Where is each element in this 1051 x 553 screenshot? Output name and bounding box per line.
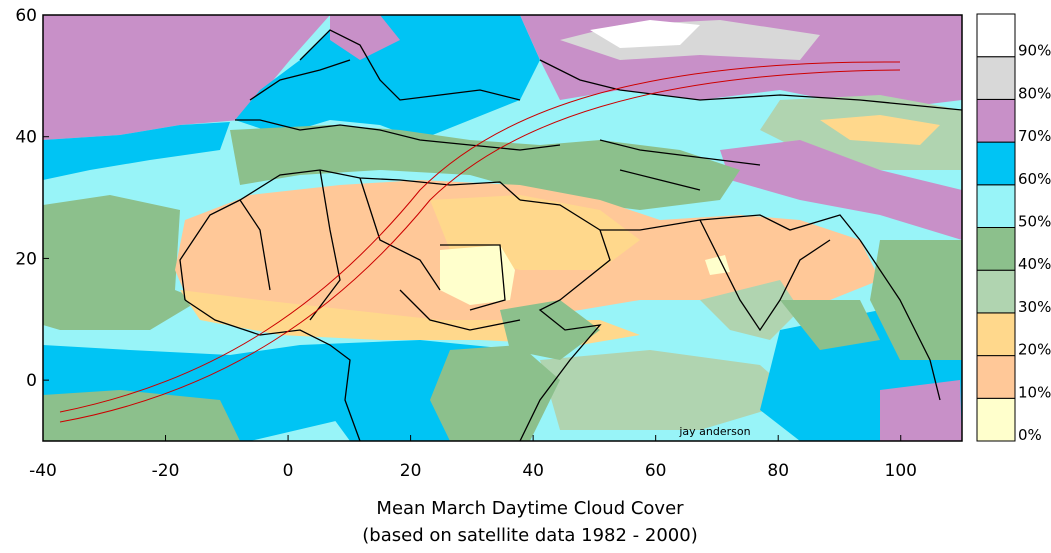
indonesia-clouds [880, 380, 962, 441]
india-clear-sky [705, 255, 730, 275]
x-tick-label: 80 [767, 461, 789, 481]
x-tick-label: 20 [400, 461, 422, 481]
legend-swatch [976, 184, 1016, 229]
mediterranean-green [230, 125, 740, 210]
legend-swatch [976, 98, 1016, 143]
legend-label: 90% [1018, 42, 1051, 60]
y-tick-label: 40 [15, 128, 37, 148]
legend-swatch [976, 312, 1016, 357]
legend-swatch [976, 56, 1016, 100]
central-asia-yellow [820, 115, 940, 145]
eclipse-path-south-limit [59, 69, 901, 423]
horn-of-africa-green [500, 300, 600, 360]
siberia-white [590, 20, 700, 48]
country-borders [179, 29, 962, 441]
legend-swatch [976, 13, 1016, 58]
map-frame [42, 14, 963, 442]
atlantic-green-band [43, 195, 200, 330]
y-tick-label: 0 [26, 371, 37, 391]
south-atlantic-green [43, 390, 240, 441]
legend-swatch [976, 397, 1016, 442]
y-tick-label: 20 [15, 249, 37, 269]
x-tick-label: -40 [29, 461, 57, 481]
legend-label: 50% [1018, 213, 1051, 231]
north-atlantic-blue-band [43, 122, 230, 180]
legend-label: 60% [1018, 170, 1051, 188]
x-tick-label: 60 [645, 461, 667, 481]
legend-swatch [976, 355, 1016, 399]
y-axis-ticks: 60 40 20 0 [15, 6, 49, 391]
eclipse-path [59, 61, 901, 423]
sudan-clear-sky [440, 245, 515, 305]
legend-label: 30% [1018, 298, 1051, 316]
x-tick-label: 100 [885, 461, 917, 481]
x-tick-label: 40 [522, 461, 544, 481]
legend-swatch [976, 141, 1016, 186]
himalaya-clouds [720, 140, 962, 240]
scandinavia-clouds [330, 15, 400, 60]
legend-label: 40% [1018, 255, 1051, 273]
atlantic-cloud-zone [43, 15, 330, 140]
x-tick-label: 0 [283, 461, 294, 481]
legend-label: 10% [1018, 383, 1051, 401]
eclipse-path-north-limit [59, 61, 901, 413]
bay-of-bengal-green [780, 300, 880, 350]
east-africa-green [430, 345, 560, 441]
india-green [700, 280, 800, 340]
legend-label: 0% [1018, 426, 1042, 444]
map-area: jay anderson [43, 15, 962, 441]
legend-label: 70% [1018, 127, 1051, 145]
europe-land [235, 15, 540, 140]
y-tick-label: 60 [15, 6, 37, 26]
legend-label: 20% [1018, 341, 1051, 359]
x-tick-label: -20 [152, 461, 180, 481]
legend-label: 80% [1018, 84, 1051, 102]
legend-swatch [976, 227, 1016, 271]
credit-label: jay anderson [678, 425, 750, 438]
indian-ocean-green [540, 350, 800, 430]
legend-swatch [976, 269, 1016, 314]
legend: 0% 10% 20% 30% 40% 50% 60% 70% 80% 90% [976, 13, 1051, 444]
southeast-asia-green [870, 240, 962, 360]
figure-subtitle: (based on satellite data 1982 - 2000) [362, 525, 698, 546]
figure-title: Mean March Daytime Cloud Cover [376, 498, 684, 519]
x-axis-ticks: -40 -20 0 20 40 60 80 100 [29, 435, 917, 481]
